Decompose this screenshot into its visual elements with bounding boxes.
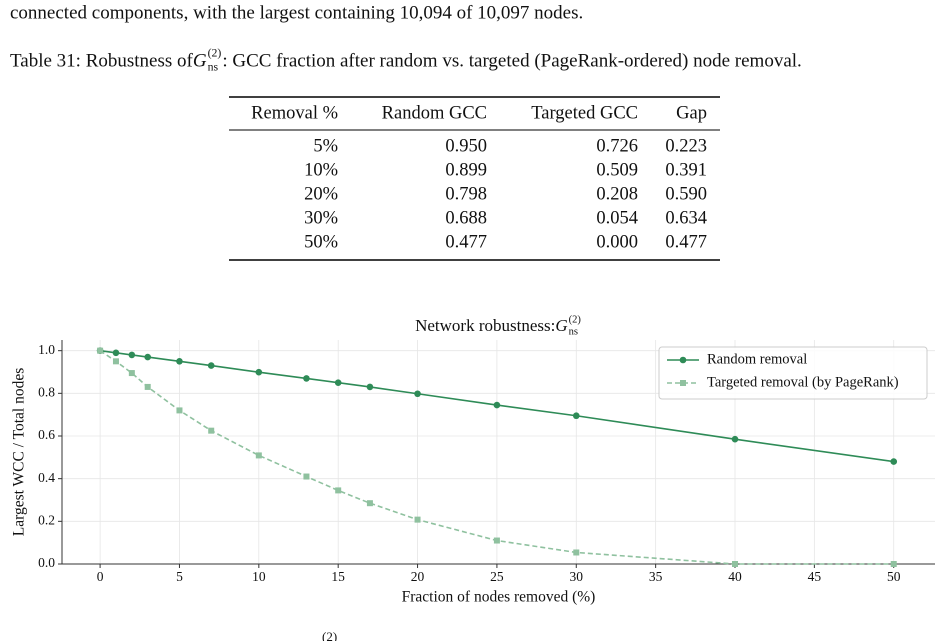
table-cell: 5%: [313, 136, 338, 156]
table-cell: 0.477: [445, 232, 487, 252]
table-cell: 0.054: [596, 208, 638, 228]
marker: [97, 347, 104, 354]
marker: [128, 370, 135, 377]
table-cell: 0.726: [596, 136, 638, 156]
marker: [366, 383, 374, 391]
y-tick-label: 0.4: [38, 470, 55, 485]
marker: [176, 407, 183, 414]
table-cell: 0.950: [445, 136, 487, 156]
heading-text: : GCC fraction after random vs. targeted…: [222, 50, 801, 71]
marker: [176, 358, 183, 365]
x-tick-label: 25: [490, 569, 504, 584]
math-symbol: G: [193, 50, 207, 71]
marker: [128, 351, 136, 359]
marker: [573, 549, 580, 556]
y-axis-label: Largest WCC / Total nodes: [11, 368, 28, 537]
marker: [414, 390, 421, 398]
cut-caption-fragment: (2): [322, 629, 337, 641]
table-header: Random GCC: [382, 103, 487, 123]
x-tick-label: 40: [728, 569, 742, 584]
table-cell: 0.391: [665, 160, 707, 180]
legend-marker: [680, 380, 686, 386]
y-tick-label: 0.8: [38, 384, 55, 399]
x-tick-label: 35: [649, 569, 663, 584]
math-sup: (2): [208, 47, 222, 60]
math-sub: ns: [569, 327, 578, 338]
marker: [366, 500, 373, 507]
table-cell: 0.590: [665, 184, 707, 204]
y-tick-label: 0.2: [38, 512, 55, 527]
marker: [890, 458, 898, 465]
x-tick-label: 0: [97, 569, 104, 584]
table-header: Gap: [676, 103, 707, 123]
table-cell: 0.223: [665, 136, 707, 156]
x-axis-label: Fraction of nodes removed (%): [402, 589, 596, 606]
legend-label: Random removal: [707, 351, 807, 367]
table-cell: 0.634: [665, 208, 707, 228]
table-cell: 0.509: [596, 160, 638, 180]
marker: [112, 349, 120, 357]
table-header: Removal %: [251, 103, 338, 123]
marker: [890, 561, 897, 567]
legend-box: [658, 346, 928, 400]
table-cell: 20%: [304, 184, 338, 204]
marker: [731, 435, 739, 443]
x-tick-label: 30: [570, 569, 584, 584]
marker: [334, 379, 342, 386]
x-tick-label: 10: [252, 569, 266, 584]
table-cell: 0.688: [445, 208, 487, 228]
x-tick-label: 50: [887, 569, 901, 584]
math-symbol: G: [555, 316, 567, 335]
legend-marker: [679, 356, 687, 364]
table-cell: 50%: [304, 232, 338, 252]
x-tick-label: 5: [176, 569, 183, 584]
marker: [255, 452, 262, 459]
marker: [303, 473, 310, 480]
table-cell: 0.000: [596, 232, 638, 252]
x-tick-label: 45: [808, 569, 822, 584]
table-cell: 0.477: [665, 232, 707, 252]
marker: [732, 561, 739, 567]
marker: [208, 427, 215, 434]
y-tick-label: 1.0: [38, 342, 55, 357]
table-cell: 0.899: [445, 160, 487, 180]
y-tick-label: 0.0: [38, 555, 55, 570]
marker: [112, 358, 119, 365]
x-tick-label: 20: [411, 569, 425, 584]
marker: [303, 375, 310, 382]
legend-label: Targeted removal (by PageRank): [707, 374, 899, 390]
marker: [207, 362, 215, 369]
marker: [144, 353, 152, 361]
table-cell: 0.798: [445, 184, 487, 204]
table-cell: 10%: [304, 160, 338, 180]
math-sup: (2): [569, 314, 582, 325]
marker: [255, 368, 263, 376]
marker: [335, 487, 342, 494]
intro-line: connected components, with the largest c…: [10, 2, 583, 23]
x-tick-label: 15: [331, 569, 345, 584]
math-sub: ns: [208, 60, 219, 73]
heading-text: Network robustness:: [415, 316, 555, 335]
heading-text: Table 31: Robustness of: [10, 50, 194, 71]
marker: [144, 383, 151, 390]
y-tick-label: 0.6: [38, 427, 55, 442]
table-cell: 30%: [304, 208, 338, 228]
marker: [493, 401, 501, 409]
table-cell: 0.208: [596, 184, 638, 204]
marker: [493, 537, 500, 544]
table-header: Targeted GCC: [531, 103, 638, 123]
marker: [414, 516, 421, 523]
marker: [572, 412, 580, 420]
